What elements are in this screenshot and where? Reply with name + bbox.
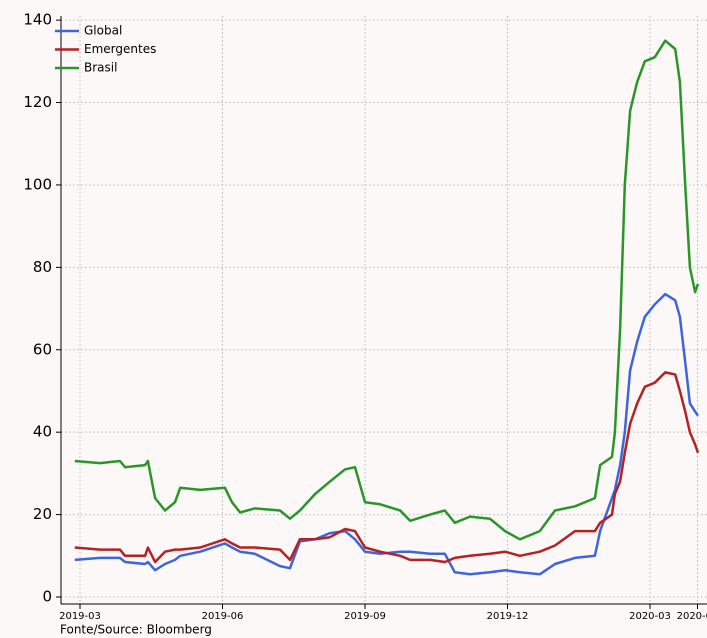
y-tick-label: 80: [33, 258, 52, 276]
y-tick-label: 100: [23, 175, 52, 193]
y-tick-label: 20: [33, 505, 52, 523]
y-tick-label: 120: [23, 93, 52, 111]
x-tick-label: 2020-04: [677, 611, 707, 622]
x-tick-label: 2019-06: [202, 611, 244, 622]
x-tick-label: 2020-03: [629, 611, 671, 622]
y-tick-label: 0: [42, 587, 52, 605]
y-tick-label: 140: [23, 11, 52, 29]
legend-label: Emergentes: [84, 42, 156, 56]
x-tick-label: 2019-12: [487, 611, 529, 622]
series-line: [74, 371, 700, 564]
series-line: [74, 39, 700, 541]
legend-label: Brasil: [84, 61, 117, 75]
y-tick-label: 40: [33, 423, 52, 441]
legend-label: Global: [84, 24, 122, 38]
x-tick-label: 2019-09: [344, 611, 386, 622]
series-line: [74, 292, 700, 576]
source-note: Fonte/Source: Bloomberg: [60, 623, 212, 637]
y-tick-label: 60: [33, 340, 52, 358]
x-tick-label: 2019-03: [59, 611, 101, 622]
